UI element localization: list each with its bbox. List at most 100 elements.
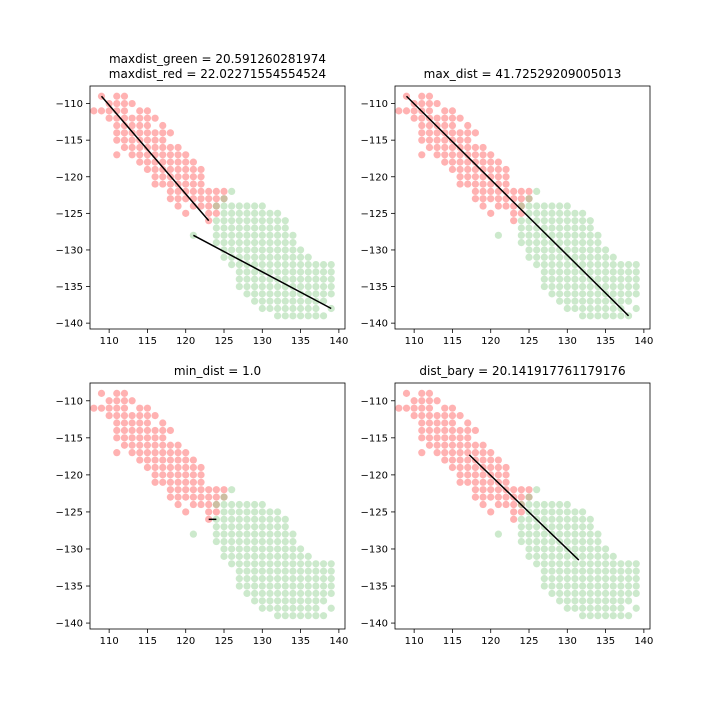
green-point	[617, 297, 625, 305]
red-point	[197, 463, 205, 472]
red-point	[448, 107, 457, 115]
y-tick-label: −110	[361, 396, 388, 407]
green-point	[556, 530, 564, 538]
green-point	[251, 282, 259, 291]
red-point	[441, 107, 449, 115]
green-point	[228, 202, 236, 210]
red-point	[120, 389, 129, 397]
green-point	[327, 575, 335, 583]
red-point	[479, 173, 487, 181]
green-point	[594, 253, 602, 261]
red-point	[448, 404, 457, 412]
axes-frame	[89, 382, 346, 630]
red-point	[510, 209, 518, 217]
red-point	[174, 441, 182, 449]
red-point	[510, 217, 518, 225]
green-point	[525, 493, 533, 501]
distance-segment	[100, 95, 210, 222]
green-point	[289, 589, 297, 598]
green-point	[563, 523, 571, 531]
red-point	[456, 151, 464, 159]
red-point	[479, 456, 487, 464]
green-point	[235, 523, 243, 531]
green-point	[579, 209, 587, 217]
green-point	[563, 604, 571, 612]
green-point	[571, 537, 579, 546]
green-point	[556, 545, 564, 553]
green-point	[304, 253, 312, 261]
red-point	[402, 389, 411, 397]
red-point	[159, 121, 167, 130]
green-point	[281, 297, 289, 305]
red-point	[205, 486, 213, 494]
red-point	[425, 107, 434, 115]
green-point	[258, 282, 266, 291]
green-point	[517, 515, 525, 523]
red-point	[159, 151, 167, 159]
red-point	[418, 404, 426, 412]
red-point	[105, 397, 113, 405]
green-point	[586, 560, 594, 568]
red-point	[502, 478, 510, 486]
x-tick-label: 110	[405, 336, 424, 347]
red-point	[174, 173, 182, 181]
green-point	[281, 515, 289, 523]
red-point	[189, 173, 197, 181]
green-point	[571, 304, 579, 313]
red-point	[441, 449, 449, 457]
red-point	[197, 173, 205, 181]
green-point	[258, 304, 266, 313]
red-point	[159, 165, 167, 174]
red-point	[441, 151, 449, 159]
green-point	[304, 560, 312, 568]
red-point	[136, 441, 144, 449]
red-point	[418, 92, 426, 100]
green-point	[586, 224, 594, 232]
red-point	[136, 121, 144, 130]
green-point	[296, 589, 305, 598]
green-point	[594, 537, 602, 546]
green-point	[579, 515, 587, 523]
green-point	[274, 224, 282, 232]
x-tick-label: 120	[176, 336, 195, 347]
red-point	[205, 187, 213, 195]
y-tick-label: −115	[361, 433, 388, 444]
green-point	[525, 246, 533, 254]
green-point	[579, 537, 587, 546]
green-point	[296, 297, 305, 305]
green-point	[266, 589, 274, 598]
red-point	[525, 493, 533, 501]
red-point	[464, 463, 472, 472]
green-point	[586, 231, 594, 239]
red-point	[166, 486, 175, 494]
green-point	[251, 582, 259, 590]
green-point	[235, 508, 243, 516]
red-point	[136, 143, 144, 152]
green-point	[571, 530, 579, 538]
red-point	[433, 129, 441, 137]
red-point	[448, 426, 457, 435]
green-point	[548, 567, 556, 575]
red-point	[494, 486, 502, 494]
red-point	[448, 121, 457, 130]
green-point	[312, 589, 320, 598]
green-point	[251, 560, 259, 568]
green-point	[571, 575, 579, 583]
red-point	[159, 136, 167, 144]
red-point	[418, 419, 426, 427]
red-point	[433, 441, 441, 449]
green-point	[312, 290, 320, 298]
green-point	[312, 612, 320, 620]
green-point	[517, 537, 525, 546]
x-tick-label: 135	[596, 336, 615, 347]
green-point	[228, 217, 236, 225]
green-point	[296, 612, 305, 620]
green-point	[258, 217, 266, 225]
red-point	[471, 441, 480, 449]
green-point	[624, 612, 633, 620]
red-point	[143, 107, 152, 115]
red-point	[113, 397, 121, 405]
green-point	[304, 297, 312, 305]
green-point	[533, 246, 541, 254]
red-point	[456, 426, 464, 435]
